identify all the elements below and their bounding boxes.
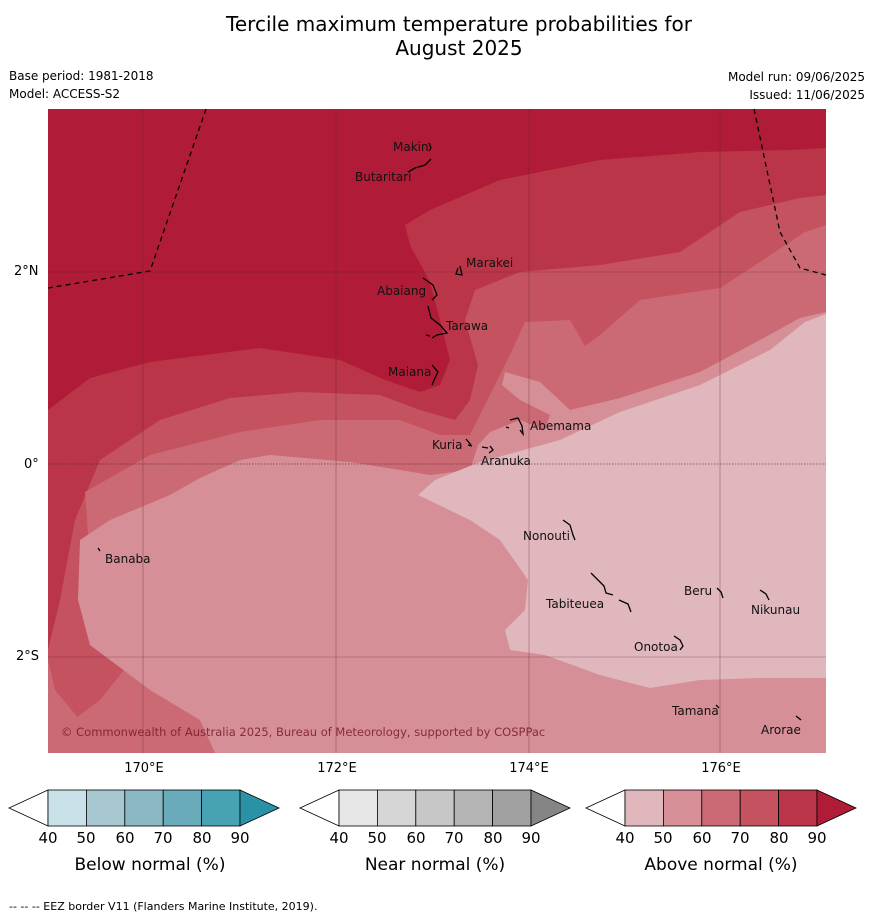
lon-label-172e: 172°E	[317, 761, 357, 776]
cb-below-tick-60: 60	[115, 829, 135, 847]
lat-label-equator: 0°	[24, 457, 39, 472]
island-banaba-outline	[97, 547, 101, 552]
place-label-tarawa: Tarawa	[445, 319, 488, 333]
place-label-abaiang: Abaiang	[377, 284, 426, 298]
place-label-banaba: Banaba	[105, 552, 151, 566]
place-label-kuria: Kuria	[432, 438, 463, 452]
place-label-onotoa: Onotoa	[634, 640, 678, 654]
island-nikunau-outline	[759, 589, 770, 601]
colorbar-below-normal	[8, 789, 280, 827]
eez-footnote: -- -- -- EEZ border V11 (Flanders Marine…	[9, 900, 318, 913]
island-aranuka-outline	[481, 445, 494, 454]
place-labels: Makin Butaritari Marakei Abaiang Tarawa …	[105, 140, 801, 737]
island-maiana-outline	[431, 364, 439, 386]
cb-above-tick-40: 40	[615, 829, 635, 847]
cb-near-tick-50: 50	[367, 829, 387, 847]
cb-near-tick-70: 70	[444, 829, 464, 847]
island-marakei-outline	[455, 265, 463, 276]
island-butaritari-outline	[407, 158, 432, 173]
model-run-date: Model run: 09/06/2025	[727, 70, 865, 84]
cb-below-tick-80: 80	[192, 829, 212, 847]
band-above-50-west	[48, 660, 100, 753]
title-line-1: Tercile maximum temperature probabilitie…	[226, 12, 692, 36]
title-line-2: August 2025	[395, 36, 523, 60]
colorbar-near-normal	[299, 789, 571, 827]
island-beru-outline	[716, 587, 724, 599]
copyright-notice: © Commonwealth of Australia 2025, Bureau…	[61, 725, 545, 739]
map-title: Tercile maximum temperature probabilitie…	[0, 12, 873, 60]
island-abaiang-outline	[422, 277, 438, 301]
cb-above-tick-90: 90	[807, 829, 827, 847]
lon-label-170e: 170°E	[124, 761, 164, 776]
cb-above-tick-70: 70	[730, 829, 750, 847]
place-label-marakei: Marakei	[466, 256, 513, 270]
cb-below-tick-70: 70	[153, 829, 173, 847]
colorbar-label-below-normal: Below normal (%)	[74, 855, 226, 875]
colorbar-label-above-normal: Above normal (%)	[644, 855, 798, 875]
cb-near-tick-80: 80	[483, 829, 503, 847]
lat-label-2s: 2°S	[16, 649, 40, 664]
islands	[97, 142, 802, 721]
colorbar-label-near-normal: Near normal (%)	[364, 855, 506, 875]
place-label-nikunau: Nikunau	[751, 603, 800, 617]
place-label-makin: Makin	[393, 140, 429, 154]
island-abemama-outline	[505, 417, 524, 437]
island-kuria-outline	[465, 438, 473, 447]
place-label-abemama: Abemama	[530, 419, 591, 433]
probability-shading: Makin Butaritari Marakei Abaiang Tarawa …	[48, 109, 826, 753]
place-label-maiana: Maiana	[388, 365, 431, 379]
model-name: Model: ACCESS-S2	[9, 87, 121, 101]
cb-above-tick-60: 60	[692, 829, 712, 847]
island-nonouti-outline	[562, 519, 576, 541]
place-label-beru: Beru	[684, 584, 712, 598]
cb-below-tick-50: 50	[76, 829, 96, 847]
cb-near-tick-90: 90	[521, 829, 541, 847]
base-period: Base period: 1981-2018	[9, 69, 154, 83]
island-makin-outline	[428, 142, 432, 152]
band-above-40	[418, 314, 826, 688]
island-tarawa-outline	[425, 305, 449, 339]
place-label-butaritari: Butaritari	[355, 170, 412, 184]
place-label-nonouti: Nonouti	[523, 529, 570, 543]
colorbar-above-normal	[585, 789, 857, 827]
place-label-tamana: Tamana	[671, 704, 719, 718]
cb-above-tick-50: 50	[653, 829, 673, 847]
lon-label-174e: 174°E	[509, 761, 549, 776]
cb-below-tick-90: 90	[230, 829, 250, 847]
island-tamana-outline	[715, 704, 720, 709]
lat-label-2n: 2°N	[14, 264, 39, 279]
graticule	[48, 109, 826, 753]
eez-border	[48, 109, 826, 289]
cb-near-tick-40: 40	[329, 829, 349, 847]
island-onotoa-outline	[673, 635, 684, 651]
cb-near-tick-60: 60	[406, 829, 426, 847]
lon-label-176e: 176°E	[701, 761, 741, 776]
island-arorae-outline	[795, 715, 802, 721]
place-label-aranuka: Aranuka	[481, 454, 531, 468]
place-label-arorae: Arorae	[761, 723, 801, 737]
issued-date: Issued: 11/06/2025	[749, 88, 865, 102]
place-label-tabiteuea: Tabiteuea	[545, 597, 604, 611]
island-tabiteuea-outline	[590, 572, 632, 613]
cb-above-tick-80: 80	[769, 829, 789, 847]
cb-below-tick-40: 40	[38, 829, 58, 847]
